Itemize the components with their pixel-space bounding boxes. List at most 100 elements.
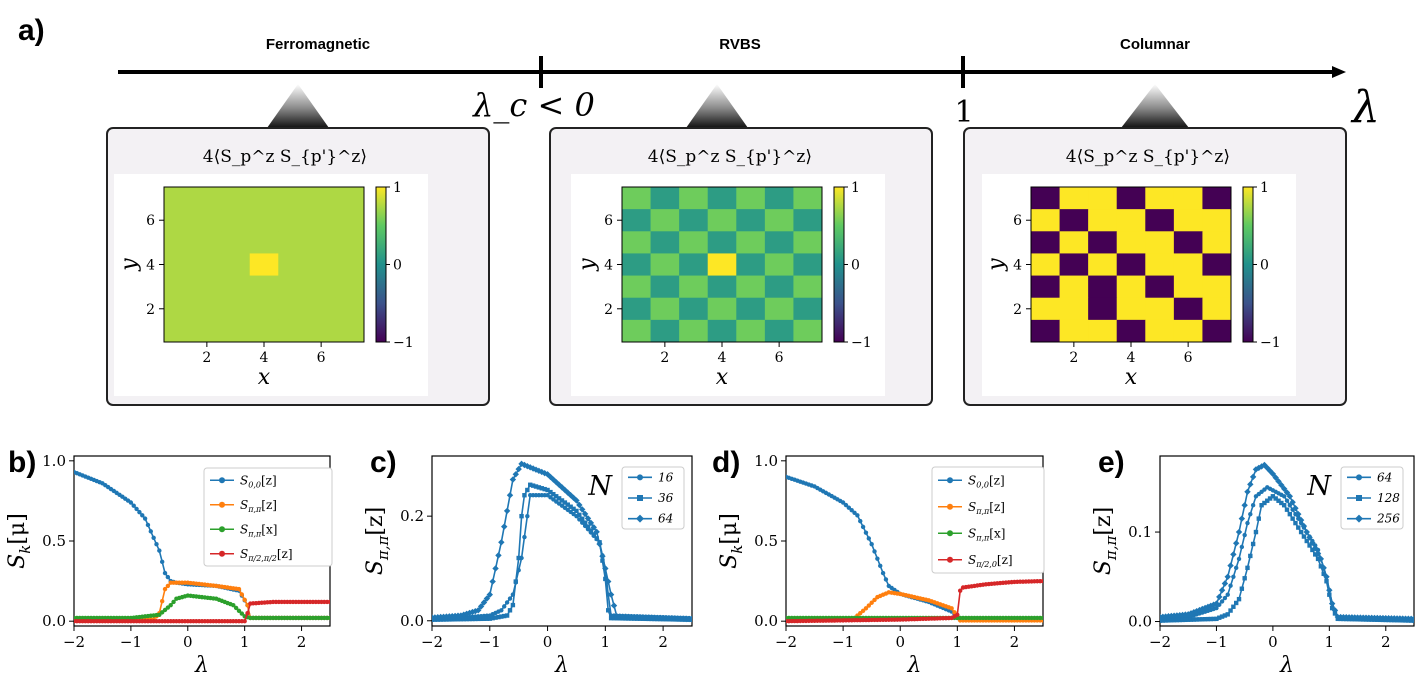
x-tick-label: 2 (1381, 633, 1391, 651)
data-point (588, 528, 594, 533)
x-axis-label: λ (554, 653, 569, 678)
data-point (516, 555, 521, 561)
data-point (1264, 464, 1271, 472)
data-point (1193, 607, 1200, 615)
data-point (1174, 617, 1180, 623)
heatmap-cell (1145, 275, 1175, 299)
heatmap-cell (1202, 253, 1232, 276)
legend-box (203, 467, 333, 567)
heatmap-panel-ferromagnetic: 4⟨S_p^z S_{p'}^z⟩ 2 2 4 4 6 6 x y 1 0 −1 (106, 127, 490, 406)
x-tick-label: 2 (1010, 633, 1020, 651)
colorbar-tick-label: 0 (393, 258, 402, 274)
colorbar-tick-label: 0 (851, 258, 860, 274)
data-point (219, 550, 225, 557)
data-point (949, 606, 954, 611)
heatmap-xtick-label: 4 (260, 350, 269, 366)
data-point (1239, 544, 1245, 550)
heatmap-cell (249, 209, 279, 232)
heatmap-cell (221, 275, 251, 299)
heatmap-cell (278, 253, 308, 276)
heatmap-cell (192, 319, 222, 343)
heatmap-ylabel: y (575, 258, 600, 272)
data-point (478, 616, 484, 622)
data-point (1286, 493, 1294, 500)
data-point (498, 539, 505, 546)
data-point (236, 586, 242, 592)
legend: S0,0[z] Sπ,π[z] Sπ,π[x] Sπ/2,0[z] (931, 466, 1045, 574)
data-point (231, 602, 236, 608)
heatmap-cell (1145, 187, 1175, 210)
data-point (1188, 617, 1194, 622)
heatmap-title: 4⟨S_p^z S_{p'}^z⟩ (203, 147, 367, 167)
heatmap-cell (1202, 187, 1232, 210)
colorbar (833, 186, 845, 343)
y-tick-label: 1.0 (42, 452, 66, 470)
heatmap-cell (650, 297, 680, 321)
data-point (688, 616, 692, 623)
heatmap-cell (249, 319, 279, 343)
data-point (582, 520, 588, 525)
data-point (477, 603, 485, 610)
data-point (849, 508, 854, 513)
data-point (168, 602, 173, 608)
data-point (1266, 467, 1274, 475)
data-point (536, 485, 542, 490)
heatmap-ylabel: y (984, 258, 1009, 272)
legend: 64 128 256 (1340, 466, 1404, 530)
data-point (637, 495, 643, 501)
data-point (162, 586, 168, 592)
data-point (553, 478, 560, 486)
heatmap-cell (1031, 275, 1060, 299)
heatmap-cell (650, 253, 680, 276)
heatmap-cell (1031, 253, 1060, 276)
heatmap-cell (622, 209, 651, 232)
data-point (245, 610, 250, 616)
data-point (159, 559, 165, 565)
heatmap-cell (1145, 231, 1175, 254)
data-point (1213, 600, 1220, 607)
heatmap-cell (793, 253, 823, 276)
series-2 (432, 460, 692, 623)
data-point (1290, 516, 1295, 521)
data-point (1270, 494, 1276, 499)
heatmap-cell (164, 253, 193, 276)
heatmap-cell (707, 319, 737, 343)
data-point (1224, 573, 1231, 580)
data-point (510, 602, 516, 608)
data-point (515, 465, 522, 473)
heatmap-ytick-label: 6 (146, 213, 155, 229)
data-point (1250, 503, 1256, 508)
data-point (489, 578, 496, 585)
data-point (472, 607, 479, 615)
heatmap-cell (679, 297, 709, 321)
data-point (863, 530, 869, 535)
data-point (602, 565, 609, 572)
data-point (545, 487, 550, 493)
data-point (140, 513, 145, 518)
pointer-triangle-rvbs (686, 84, 748, 128)
data-point (1284, 498, 1290, 503)
heatmap-cell (764, 275, 794, 299)
data-point (1312, 544, 1319, 552)
heatmap-cell (221, 187, 251, 210)
data-point (955, 612, 960, 617)
data-point (581, 510, 589, 518)
legend-label: Sπ,π[x] (240, 522, 277, 538)
heatmap-cell (192, 297, 222, 321)
heatmap-cell (249, 187, 279, 210)
heatmap-cell (736, 275, 766, 299)
x-tick-label: 0 (543, 633, 553, 651)
heatmap-cell (1059, 253, 1089, 276)
data-point (538, 468, 545, 476)
data-point (1210, 601, 1217, 608)
data-point (869, 600, 874, 605)
legend-box (931, 466, 1045, 574)
data-point (1238, 515, 1246, 522)
x-tick-label: 1 (601, 633, 611, 651)
heatmap-cell (736, 253, 766, 276)
data-point (1222, 595, 1228, 601)
phase-diagram-axis: Ferromagnetic RVBS Columnar λ_c < 0 1 λ (118, 36, 1380, 133)
x-tick-label: 2 (658, 633, 668, 651)
heatmap-cell (1031, 231, 1060, 254)
data-point (947, 556, 953, 563)
